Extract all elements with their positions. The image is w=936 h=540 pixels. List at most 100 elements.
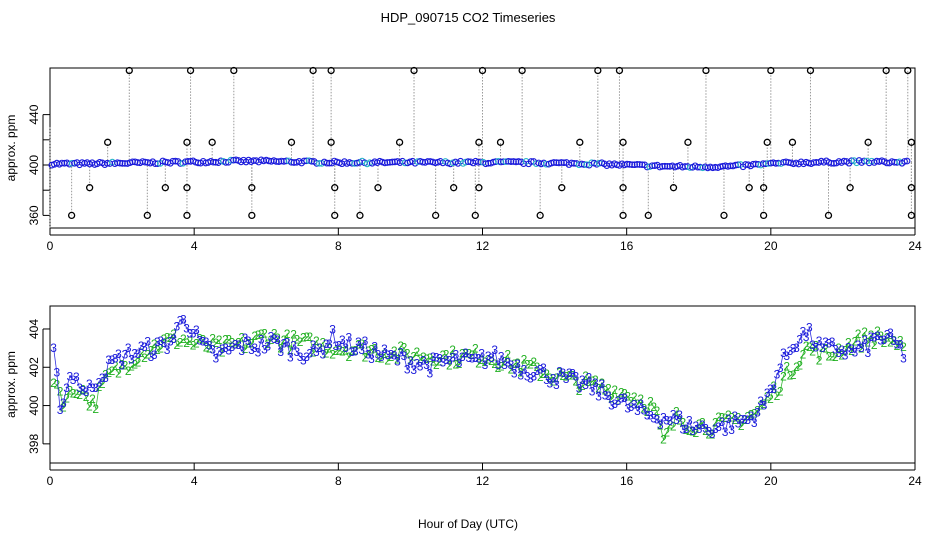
series-marker-2: 2 <box>440 348 447 362</box>
series-marker-2: 2 <box>868 328 875 342</box>
outlier-point <box>475 184 483 192</box>
series-marker-3: 3 <box>485 349 492 363</box>
series-marker-3: 3 <box>232 338 239 352</box>
series-marker-2: 2 <box>829 350 836 364</box>
series-marker-2: 2 <box>268 333 275 347</box>
series-marker-3: 3 <box>105 353 112 367</box>
series-marker-3: 3 <box>225 343 232 357</box>
series-marker-2: 2 <box>650 400 657 414</box>
series-marker-3: 3 <box>83 385 90 399</box>
series-marker-3: 3 <box>521 362 528 376</box>
series-marker-3: 3 <box>459 350 466 364</box>
series-marker-3: 3 <box>313 345 320 359</box>
x-tick-label: 20 <box>764 474 778 488</box>
series-marker-3: 3 <box>855 338 862 352</box>
series-marker-3: 3 <box>530 370 537 384</box>
series-marker-2: 2 <box>274 331 281 345</box>
series-marker-3: 3 <box>167 335 174 349</box>
series-marker-3: 3 <box>673 413 680 427</box>
series-marker-2: 2 <box>478 353 485 367</box>
series-marker-3: 3 <box>287 350 294 364</box>
series-marker-3: 3 <box>355 335 362 349</box>
series-marker-2: 2 <box>598 376 605 390</box>
series-marker-2: 2 <box>705 428 712 442</box>
series-marker-2: 2 <box>219 346 226 360</box>
series-marker-3: 3 <box>881 333 888 347</box>
series-marker-3: 3 <box>274 333 281 347</box>
series-marker-3: 3 <box>800 324 807 338</box>
series-marker-3: 3 <box>235 338 242 352</box>
series-marker-3: 3 <box>144 335 151 349</box>
series-marker-3: 3 <box>511 367 518 381</box>
series-marker-3: 3 <box>731 409 738 423</box>
series-marker-3: 3 <box>835 346 842 360</box>
series-marker-2: 2 <box>203 340 210 354</box>
series-marker-3: 3 <box>102 371 109 385</box>
series-marker-3: 3 <box>404 362 411 376</box>
series-marker-2: 2 <box>180 332 187 346</box>
series-marker-2: 2 <box>514 356 521 370</box>
series-marker-2: 2 <box>174 338 181 352</box>
series-marker-2: 2 <box>874 324 881 338</box>
series-marker-2: 2 <box>511 357 518 371</box>
series-marker-2: 2 <box>323 347 330 361</box>
series-marker-3: 3 <box>365 347 372 361</box>
y-tick-label: 400 <box>27 395 41 415</box>
series-marker-2: 2 <box>543 367 550 381</box>
outlier-point <box>767 66 775 75</box>
series-marker-3: 3 <box>644 408 651 422</box>
series-marker-2: 2 <box>517 365 524 379</box>
series-marker-3: 3 <box>838 343 845 357</box>
series-marker-3: 3 <box>848 342 855 356</box>
series-marker-3: 3 <box>128 353 135 367</box>
series-marker-2: 2 <box>54 378 61 392</box>
series-marker-2: 2 <box>206 342 213 356</box>
series-marker-2: 2 <box>748 408 755 422</box>
data-point <box>658 163 666 170</box>
series-marker-3: 3 <box>294 345 301 359</box>
series-marker-3: 3 <box>624 401 631 415</box>
series-marker-3: 3 <box>63 381 70 395</box>
series-marker-3: 3 <box>770 382 777 396</box>
series-marker-2: 2 <box>731 413 738 427</box>
series-marker-2: 2 <box>115 367 122 381</box>
series-marker-3: 3 <box>131 346 138 360</box>
series-marker-2: 2 <box>290 327 297 341</box>
series-marker-2: 2 <box>167 331 174 345</box>
series-marker-2: 2 <box>284 327 291 341</box>
series-marker-2: 2 <box>498 360 505 374</box>
outlier-point <box>475 138 483 146</box>
series-marker-3: 3 <box>579 373 586 387</box>
series-marker-2: 2 <box>310 345 317 359</box>
outlier-point <box>558 184 566 192</box>
series-marker-3: 3 <box>193 323 200 337</box>
outlier-point <box>183 211 191 220</box>
series-marker-3: 3 <box>751 416 758 430</box>
series-marker-2: 2 <box>251 329 258 343</box>
series-marker-2: 2 <box>725 408 732 422</box>
series-marker-3: 3 <box>689 424 696 438</box>
series-marker-3: 3 <box>89 381 96 395</box>
series-marker-2: 2 <box>793 360 800 374</box>
series-marker-2: 2 <box>456 357 463 371</box>
series-marker-2: 2 <box>449 343 456 357</box>
series-marker-3: 3 <box>894 338 901 352</box>
data-point <box>810 159 818 166</box>
outlier-point <box>450 184 458 192</box>
series-marker-2: 2 <box>397 339 404 353</box>
series-marker-2: 2 <box>362 351 369 365</box>
outlier-point <box>248 211 256 220</box>
series-marker-3: 3 <box>514 357 521 371</box>
x-tick-label: 4 <box>191 474 198 488</box>
series-marker-2: 2 <box>800 347 807 361</box>
series-marker-3: 3 <box>417 359 424 373</box>
series-marker-3: 3 <box>199 335 206 349</box>
series-marker-2: 2 <box>712 416 719 430</box>
series-marker-3: 3 <box>349 345 356 359</box>
series-marker-3: 3 <box>816 334 823 348</box>
series-marker-2: 2 <box>783 360 790 374</box>
series-marker-2: 2 <box>728 411 735 425</box>
series-marker-3: 3 <box>495 358 502 372</box>
series-marker-3: 3 <box>868 330 875 344</box>
series-marker-3: 3 <box>813 341 820 355</box>
